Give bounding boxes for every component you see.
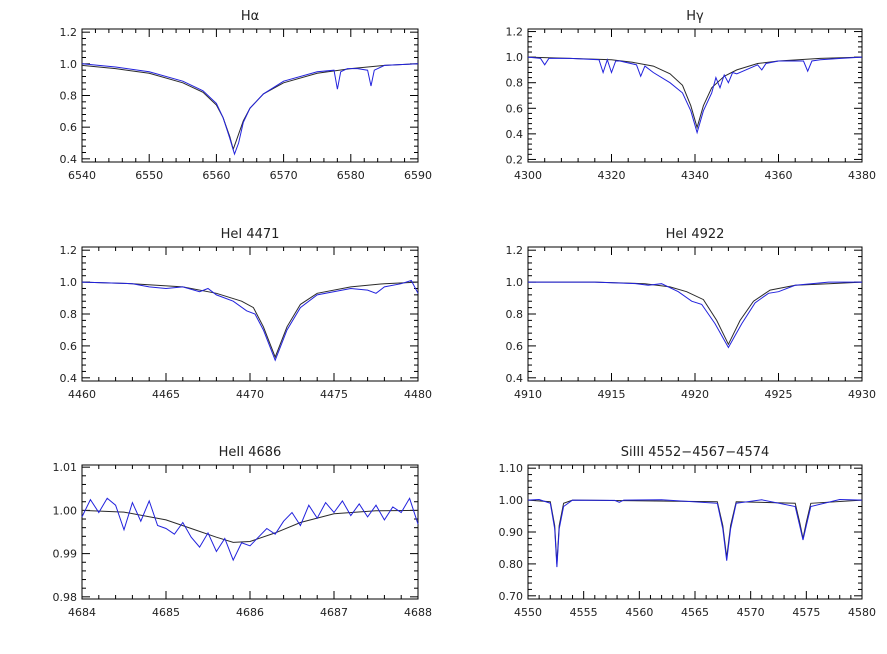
plot-frame	[81, 28, 419, 163]
observed-spectrum-line	[527, 56, 863, 135]
x-tick-label: 4920	[681, 388, 709, 401]
y-tick-label: 0.6	[506, 340, 524, 353]
panel-title: Hγ	[686, 9, 704, 24]
spectrum-panel-0: Hα 6540 6550 6560 6570 6580 6590 0.4 0.6 0.8 1.0 1.…	[60, 9, 433, 182]
x-tick-label: 6580	[337, 169, 365, 182]
y-tick-label: 1.2	[60, 26, 78, 39]
y-tick-label: 0.2	[506, 153, 524, 166]
x-tick-label: 4360	[765, 169, 793, 182]
y-tick-label: 1.10	[499, 462, 524, 475]
panel-title: Hα	[241, 9, 259, 24]
panel-title: HeII 4686	[219, 445, 282, 460]
x-tick-label: 4470	[236, 388, 264, 401]
x-tick-label: 4340	[681, 169, 709, 182]
observed-spectrum-line	[81, 63, 419, 156]
x-tick-label: 4686	[236, 606, 264, 619]
spectrum-panel-1: Hγ 4300 4320 4340 4360 4380 0.2 0.4 0.6 0.8 1.0 1.2	[506, 9, 877, 182]
spectrum-panel-3: HeI 4922 4910 4915 4920 4925 4930 0.4 0.6 0.8 1.0…	[506, 227, 877, 401]
y-tick-label: 0.8	[506, 77, 524, 90]
y-tick-label: 0.70	[499, 590, 524, 603]
model-profile-line	[527, 499, 863, 564]
x-tick-label: 4684	[68, 606, 96, 619]
x-tick-label: 4550	[514, 606, 542, 619]
spectrum-panel-4: HeII 4686 4684 4685 4686 4687 4688 0.98 0.99 1.0…	[53, 445, 433, 619]
x-tick-label: 4560	[625, 606, 653, 619]
x-tick-label: 4555	[570, 606, 598, 619]
x-tick-label: 4460	[68, 388, 96, 401]
y-tick-label: 0.4	[60, 372, 78, 385]
y-tick-label: 1.0	[60, 58, 78, 71]
y-tick-label: 1.0	[506, 51, 524, 64]
model-profile-line	[81, 281, 419, 359]
x-tick-label: 4687	[320, 606, 348, 619]
x-tick-label: 6540	[68, 169, 96, 182]
x-tick-label: 4930	[848, 388, 876, 401]
x-tick-label: 6590	[404, 169, 432, 182]
plot-frame	[527, 464, 863, 600]
panel-title: SiIII 4552−4567−4574	[621, 445, 770, 460]
observed-spectrum-line	[81, 279, 419, 362]
x-tick-label: 4565	[681, 606, 709, 619]
observed-spectrum-line	[528, 281, 862, 349]
panel-title: HeI 4471	[221, 227, 280, 242]
x-tick-label: 4915	[598, 388, 626, 401]
x-tick-label: 4465	[152, 388, 180, 401]
plot-frame	[527, 28, 863, 163]
x-tick-label: 4320	[598, 169, 626, 182]
spectrum-panel-2: HeI 4471 4460 4465 4470 4475 4480 0.4 0.6 0.8 1.0…	[60, 227, 433, 401]
y-tick-label: 0.6	[60, 121, 78, 134]
y-tick-label: 1.0	[60, 276, 78, 289]
x-tick-label: 4685	[152, 606, 180, 619]
y-tick-label: 0.6	[506, 102, 524, 115]
panel-title: HeI 4922	[666, 227, 725, 242]
y-tick-label: 0.6	[60, 340, 78, 353]
plot-frame	[81, 464, 419, 600]
observed-spectrum-line	[527, 498, 863, 568]
model-profile-line	[81, 63, 419, 151]
x-tick-label: 4688	[404, 606, 432, 619]
y-tick-label: 0.98	[53, 591, 78, 604]
y-tick-label: 1.2	[506, 26, 524, 39]
y-tick-label: 1.2	[506, 244, 524, 257]
y-tick-label: 1.00	[53, 504, 78, 517]
observed-spectrum-line	[81, 497, 419, 562]
model-profile-line	[528, 281, 863, 346]
x-tick-label: 4480	[404, 388, 432, 401]
spectrum-panel-5: SiIII 4552−4567−4574 4550 4555 4560 4565 4570…	[499, 445, 877, 619]
y-tick-label: 1.2	[60, 244, 78, 257]
x-tick-label: 4575	[792, 606, 820, 619]
y-tick-label: 0.8	[506, 308, 524, 321]
model-profile-line	[527, 56, 863, 130]
x-tick-label: 6560	[202, 169, 230, 182]
x-tick-label: 4475	[320, 388, 348, 401]
plot-frame	[527, 246, 863, 382]
x-tick-label: 6550	[135, 169, 163, 182]
y-tick-label: 1.00	[499, 494, 524, 507]
x-tick-label: 4570	[737, 606, 765, 619]
plot-frame	[81, 246, 419, 382]
y-tick-label: 0.4	[506, 372, 524, 385]
y-tick-label: 0.4	[506, 128, 524, 141]
y-tick-label: 1.0	[506, 276, 524, 289]
x-tick-label: 4910	[514, 388, 542, 401]
x-tick-label: 4925	[765, 388, 793, 401]
y-tick-label: 0.8	[60, 308, 78, 321]
y-tick-label: 0.4	[60, 153, 78, 166]
x-tick-label: 6570	[270, 169, 298, 182]
y-tick-label: 0.99	[53, 548, 78, 561]
y-tick-label: 0.80	[499, 558, 524, 571]
x-tick-label: 4380	[848, 169, 876, 182]
y-tick-label: 1.01	[53, 461, 78, 474]
x-tick-label: 4300	[514, 169, 542, 182]
x-tick-label: 4580	[848, 606, 876, 619]
y-tick-label: 0.90	[499, 526, 524, 539]
y-tick-label: 0.8	[60, 90, 78, 103]
model-profile-line	[81, 509, 419, 543]
